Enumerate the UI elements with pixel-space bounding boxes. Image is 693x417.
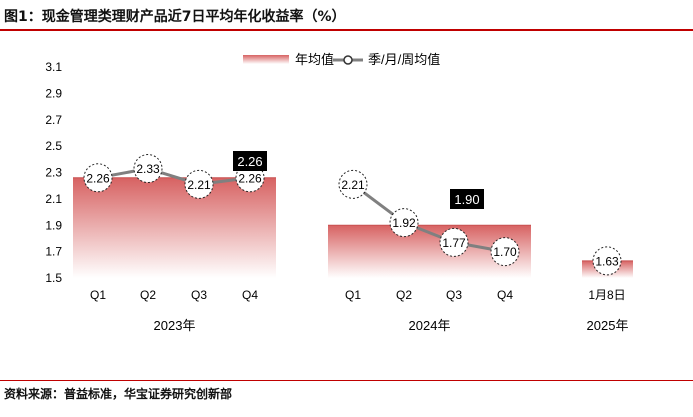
year-label: 2024年	[409, 318, 451, 333]
period-point	[439, 227, 469, 257]
y-tick-label: 1.9	[45, 218, 62, 232]
title-bar: 图1：现金管理类理财产品近7日平均年化收益率（%）	[0, 0, 693, 31]
period-value-label: 2.21	[341, 178, 365, 192]
chart-area: 年均值 季/月/周均值 3.1 2.9 2.7 2.5 2.3 2.1 1.9 1.7 1.5 2…	[45, 52, 633, 333]
period-value-label: 1.70	[493, 245, 517, 259]
year-label: 2023年	[154, 318, 196, 333]
period-point	[490, 237, 520, 267]
y-tick-label: 2.7	[45, 113, 62, 127]
annual-value-label: 2.26	[237, 154, 262, 169]
legend: 年均值 季/月/周均值	[243, 52, 440, 67]
period-value-label: 2.21	[187, 178, 211, 192]
data-labels: 2.26 2.33 2.21 2.26 2.26 2.21 1.92 1.77 1.70 1.90…	[83, 151, 622, 276]
period-point	[389, 208, 419, 238]
x-tick-label: 1月8日	[588, 288, 625, 302]
x-tick-label: Q1	[90, 288, 106, 302]
x-tick-label: Q2	[396, 288, 412, 302]
annual-bar	[73, 177, 276, 278]
legend-bar-swatch	[243, 55, 289, 64]
chart-title: 图1：现金管理类理财产品近7日平均年化收益率（%）	[4, 9, 346, 25]
period-point	[592, 246, 622, 276]
y-tick-label: 2.5	[45, 139, 62, 153]
period-line	[352, 183, 506, 254]
period-value-label: 1.63	[595, 254, 619, 268]
y-tick-label: 1.7	[45, 245, 62, 259]
y-tick-label: 2.3	[45, 166, 62, 180]
y-axis: 3.1 2.9 2.7 2.5 2.3 2.1 1.9 1.7 1.5	[45, 60, 62, 285]
x-axis: Q1 Q2 Q3 Q4 2023年 Q1 Q2 Q3 Q4 2024年 1月8日 2025年	[90, 288, 628, 333]
period-point	[184, 169, 214, 199]
x-tick-label: Q2	[140, 288, 156, 302]
year-label: 2025年	[587, 318, 629, 333]
annual-value-label: 1.90	[454, 192, 479, 207]
x-tick-label: Q1	[345, 288, 361, 302]
x-tick-label: Q3	[446, 288, 462, 302]
legend-line-marker	[343, 55, 353, 65]
period-value-label: 1.77	[442, 236, 466, 250]
period-value-label: 2.33	[136, 162, 160, 176]
period-point	[83, 163, 113, 193]
period-value-label: 2.26	[86, 171, 110, 185]
title-rule	[0, 29, 693, 31]
legend-annual-label: 年均值	[295, 52, 334, 67]
legend-period-label: 季/月/周均值	[368, 52, 440, 67]
source-note: 资料来源：普益标准，华宝证券研究创新部	[4, 387, 233, 401]
y-tick-label: 3.1	[45, 60, 62, 74]
source-rule	[0, 380, 693, 381]
period-value-label: 1.92	[392, 216, 416, 230]
annual-value-box	[233, 151, 267, 171]
annual-value-box	[450, 189, 484, 209]
y-tick-label: 2.9	[45, 86, 62, 100]
period-value-label: 2.26	[238, 171, 262, 185]
y-tick-label: 1.5	[45, 271, 62, 285]
x-tick-label: Q4	[242, 288, 258, 302]
x-tick-label: Q4	[497, 288, 513, 302]
period-point	[133, 154, 163, 184]
y-tick-label: 2.1	[45, 192, 62, 206]
period-point	[338, 169, 368, 199]
period-lines	[97, 167, 506, 254]
period-line	[97, 167, 251, 186]
x-tick-label: Q3	[191, 288, 207, 302]
